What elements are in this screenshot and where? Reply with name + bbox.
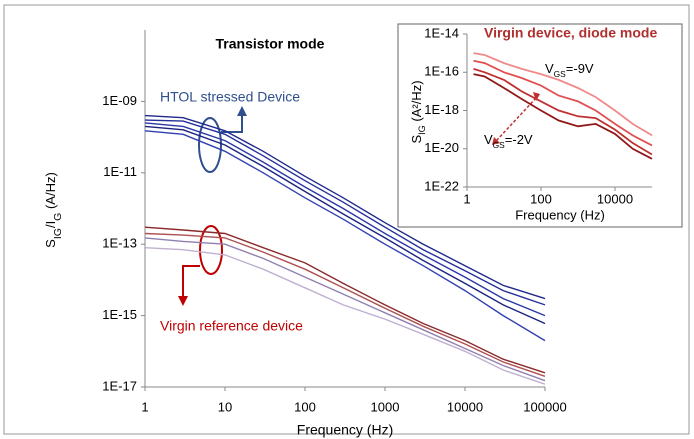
x-tick-label: 10000 [597, 191, 633, 206]
label-part: (A/Hz) [43, 172, 58, 212]
label-part: =-9V [566, 61, 594, 76]
label-part: (A²/Hz) [409, 80, 424, 125]
series-line [144, 122, 546, 317]
label-part: IG [417, 125, 427, 135]
arrow-head [492, 137, 500, 145]
x-tick-label: 10000 [447, 399, 483, 414]
arrow [182, 265, 200, 300]
label-part: /I [43, 221, 58, 228]
annotation: VGS=-2V [484, 132, 533, 150]
label-part: GS [554, 69, 567, 79]
chart-title: Transistor mode [216, 36, 325, 52]
series-line [473, 52, 653, 137]
series-line [473, 59, 653, 147]
arrow-head [533, 92, 540, 101]
y-tick-label: 1E-22 [424, 178, 459, 193]
label-part: G [52, 213, 64, 221]
highlight [198, 117, 222, 173]
series-line [144, 130, 546, 342]
inset-y-axis-label: SIG (A²/Hz) [409, 80, 427, 143]
y-tick-label: 1E-18 [424, 102, 459, 117]
y-tick-label: 1E-11 [103, 164, 137, 179]
annotation: HTOL stressed Device [160, 89, 300, 105]
series-line [473, 73, 653, 160]
series-line [144, 125, 546, 325]
label-part: GS [493, 140, 506, 150]
series-line [144, 237, 546, 382]
label-part: S [43, 239, 58, 248]
series-line [473, 68, 653, 156]
y-tick-label: 1E-13 [102, 236, 137, 251]
y-tick-label: 1E-16 [424, 64, 459, 79]
arrow [496, 97, 537, 141]
y-tick-label: 1E-14 [424, 25, 459, 40]
inset-title: Virgin device, diode mode [484, 25, 657, 41]
arrow-head [237, 106, 247, 116]
label-part: V [545, 61, 554, 76]
annotation: VGS=-9V [545, 61, 594, 79]
highlight [199, 225, 223, 275]
y-tick-label: 1E-20 [424, 140, 459, 155]
inset-x-axis-label: Frequency (Hz) [515, 207, 605, 222]
x-tick-label: 1 [463, 191, 470, 206]
x-tick-label: 1 [141, 399, 148, 414]
arrow-head [178, 296, 188, 306]
x-tick-label: 100000 [523, 399, 566, 414]
y-tick-label: 1E-09 [102, 93, 137, 108]
x-tick-label: 100 [530, 191, 552, 206]
x-tick-label: 1000 [371, 399, 400, 414]
x-axis-label: Frequency (Hz) [297, 422, 393, 438]
label-part: V [484, 132, 493, 147]
series-line [144, 226, 546, 374]
series-line [144, 114, 546, 300]
x-tick-label: 10 [218, 399, 232, 414]
annotation: Virgin reference device [160, 318, 303, 334]
y-tick-label: 1E-17 [102, 378, 137, 393]
label-part: =-2V [505, 132, 533, 147]
series-line [144, 232, 546, 377]
series-line [144, 119, 546, 306]
series-line [144, 247, 546, 385]
label-part: IG [52, 228, 64, 239]
label-part: S [409, 135, 424, 144]
x-tick-label: 100 [294, 399, 316, 414]
y-tick-label: 1E-15 [102, 307, 137, 322]
y-axis-label: SIG/IG (A/Hz) [43, 172, 63, 248]
